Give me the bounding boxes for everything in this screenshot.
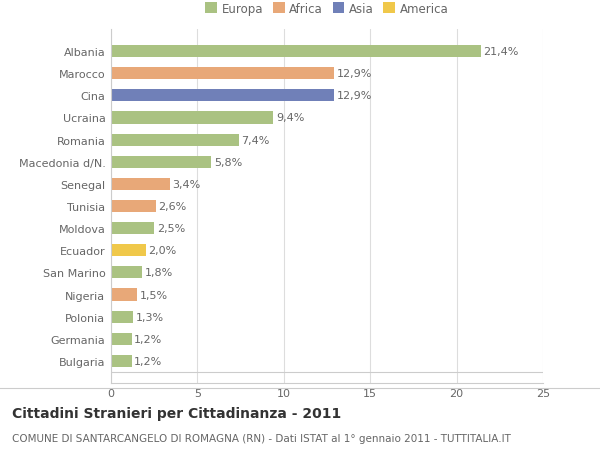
Text: Cittadini Stranieri per Cittadinanza - 2011: Cittadini Stranieri per Cittadinanza - 2… bbox=[12, 406, 341, 420]
Text: 1,8%: 1,8% bbox=[145, 268, 173, 278]
Bar bbox=[111, 355, 132, 367]
Text: 3,4%: 3,4% bbox=[172, 179, 200, 190]
Text: COMUNE DI SANTARCANGELO DI ROMAGNA (RN) - Dati ISTAT al 1° gennaio 2011 - TUTTIT: COMUNE DI SANTARCANGELO DI ROMAGNA (RN) … bbox=[12, 433, 511, 443]
Bar bbox=[111, 289, 137, 301]
Text: 2,5%: 2,5% bbox=[157, 224, 185, 234]
Text: 5,8%: 5,8% bbox=[214, 157, 242, 168]
Text: 7,4%: 7,4% bbox=[241, 135, 270, 146]
Text: 21,4%: 21,4% bbox=[484, 47, 519, 57]
Bar bbox=[111, 112, 274, 124]
Text: 12,9%: 12,9% bbox=[337, 91, 372, 101]
Bar bbox=[111, 245, 146, 257]
Bar bbox=[111, 267, 142, 279]
Bar bbox=[111, 157, 211, 168]
Bar bbox=[111, 134, 239, 146]
Text: 12,9%: 12,9% bbox=[337, 69, 372, 79]
Bar bbox=[111, 68, 334, 80]
Text: 9,4%: 9,4% bbox=[276, 113, 304, 123]
Bar bbox=[111, 179, 170, 190]
Bar bbox=[111, 201, 156, 213]
Bar bbox=[111, 311, 133, 323]
Text: 1,5%: 1,5% bbox=[140, 290, 167, 300]
Bar bbox=[111, 46, 481, 58]
Text: 1,2%: 1,2% bbox=[134, 334, 163, 344]
Bar bbox=[111, 223, 154, 235]
Text: 2,6%: 2,6% bbox=[158, 202, 187, 212]
Text: 1,3%: 1,3% bbox=[136, 312, 164, 322]
Text: 1,2%: 1,2% bbox=[134, 356, 163, 366]
Legend: Europa, Africa, Asia, America: Europa, Africa, Asia, America bbox=[200, 0, 454, 20]
Bar bbox=[111, 90, 334, 102]
Bar bbox=[111, 333, 132, 345]
Text: 2,0%: 2,0% bbox=[148, 246, 176, 256]
